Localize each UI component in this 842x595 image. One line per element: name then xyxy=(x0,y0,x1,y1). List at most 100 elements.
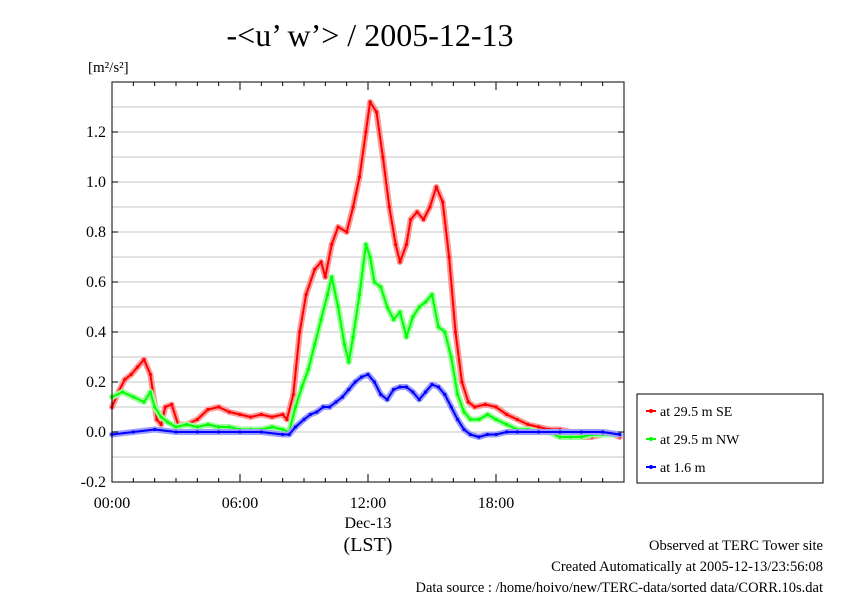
legend: at 29.5 m SE at 29.5 m NW at 1.6 m xyxy=(636,393,824,484)
data-point xyxy=(411,390,415,394)
data-point xyxy=(285,417,289,422)
data-point xyxy=(153,405,157,409)
data-point xyxy=(387,205,391,209)
data-point xyxy=(153,427,157,432)
data-point xyxy=(155,417,159,422)
data-point xyxy=(159,415,163,419)
data-point xyxy=(351,335,355,339)
data-point xyxy=(291,392,295,397)
y-tick-labels: -0.2 0.0 0.2 0.4 0.6 0.8 1.0 1.2 xyxy=(81,124,106,491)
data-point xyxy=(131,430,135,434)
data-point xyxy=(121,390,125,394)
data-point xyxy=(293,425,298,429)
x-tick-labels: 00:00 06:00 12:00 18:00 xyxy=(94,495,514,512)
data-point xyxy=(473,405,477,409)
date-label: Dec-13 xyxy=(344,515,391,532)
data-point xyxy=(430,382,434,387)
data-point xyxy=(315,410,319,414)
data-point xyxy=(227,425,231,429)
data-point xyxy=(300,385,304,389)
data-point xyxy=(364,242,368,247)
data-point xyxy=(526,422,530,427)
data-point xyxy=(336,225,340,229)
series-layer xyxy=(109,99,623,440)
data-point xyxy=(159,422,163,427)
data-point xyxy=(468,432,472,437)
data-point xyxy=(249,415,253,419)
data-point xyxy=(364,130,368,134)
footer-source: Data source : /home/hoivo/new/TERC-data/… xyxy=(415,580,823,595)
data-point xyxy=(558,430,562,434)
data-point xyxy=(281,427,285,432)
data-point xyxy=(308,412,312,417)
data-point xyxy=(174,425,178,429)
data-point xyxy=(360,375,364,379)
data-point xyxy=(304,292,308,297)
data-point xyxy=(404,242,408,247)
data-point xyxy=(302,417,306,422)
y-tick-label: 0.0 xyxy=(86,424,106,441)
data-point xyxy=(456,417,460,422)
data-point xyxy=(398,260,402,264)
data-point xyxy=(342,342,347,347)
data-point xyxy=(441,200,445,204)
data-point xyxy=(368,100,372,104)
data-point xyxy=(398,385,402,389)
data-point xyxy=(238,430,242,434)
data-point xyxy=(129,372,133,377)
data-point xyxy=(319,317,323,322)
data-point xyxy=(357,292,362,297)
series-band-1 xyxy=(109,241,623,440)
x-tick-label: 00:00 xyxy=(94,495,130,512)
data-point xyxy=(330,275,334,279)
data-point xyxy=(398,310,402,314)
data-point xyxy=(505,412,509,417)
data-point xyxy=(379,392,383,397)
data-point xyxy=(430,292,434,297)
data-point xyxy=(217,425,221,429)
data-point xyxy=(148,372,152,377)
data-point xyxy=(443,330,447,334)
data-point xyxy=(325,292,330,297)
data-point xyxy=(313,342,317,347)
data-point xyxy=(170,402,174,407)
data-point xyxy=(238,412,242,417)
data-point xyxy=(385,305,389,309)
data-point xyxy=(434,185,438,189)
legend-label: at 29.5 m NW xyxy=(660,433,740,448)
data-point xyxy=(313,267,317,272)
data-point xyxy=(494,405,498,409)
data-point xyxy=(347,387,351,392)
data-point xyxy=(415,210,419,214)
data-point xyxy=(306,367,310,372)
data-point xyxy=(368,255,372,259)
data-point xyxy=(366,372,370,377)
legend-box xyxy=(636,393,824,484)
data-point xyxy=(618,432,622,437)
x-tick-label: 06:00 xyxy=(222,495,258,512)
data-point xyxy=(392,387,396,392)
data-point xyxy=(281,412,285,417)
data-point xyxy=(443,392,447,397)
data-point xyxy=(505,422,509,427)
data-point xyxy=(537,425,541,429)
data-point xyxy=(281,432,285,437)
data-point xyxy=(259,412,263,417)
data-point xyxy=(165,420,170,424)
data-point xyxy=(142,400,146,404)
data-point xyxy=(206,407,210,412)
data-point xyxy=(357,175,362,179)
data-point xyxy=(494,417,498,422)
data-point xyxy=(462,427,466,432)
data-point xyxy=(421,217,426,222)
data-point xyxy=(477,417,481,422)
data-point xyxy=(195,430,199,434)
footer-site: Observed at TERC Tower site xyxy=(649,538,823,554)
data-point xyxy=(379,285,383,289)
data-point xyxy=(483,402,487,407)
data-point xyxy=(505,430,509,434)
data-point xyxy=(417,397,421,402)
data-point xyxy=(259,430,263,434)
legend-marker xyxy=(649,437,653,441)
